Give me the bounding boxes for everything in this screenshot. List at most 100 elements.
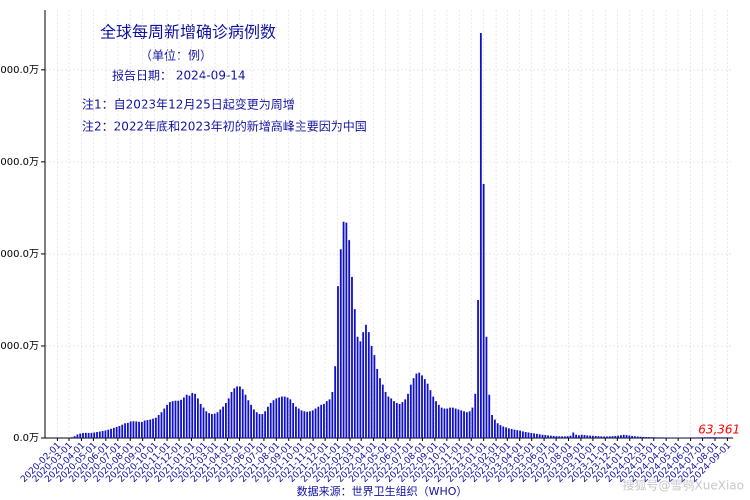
bar — [180, 399, 182, 438]
bar — [73, 436, 76, 438]
bar — [300, 410, 303, 438]
bar — [454, 408, 457, 438]
y-tick-label: 4000.0万 — [0, 65, 39, 76]
bar — [561, 436, 564, 438]
bar — [365, 324, 367, 438]
bar — [149, 419, 152, 438]
bar — [264, 411, 267, 438]
x-axis-title: 数据来源：世界卫生组织（WHO） — [297, 484, 468, 498]
bar — [384, 391, 387, 438]
value-label: 63,361 — [698, 423, 740, 437]
bar — [278, 397, 281, 438]
bar — [267, 406, 269, 438]
bar — [594, 435, 597, 438]
bar — [589, 435, 592, 438]
bar — [289, 399, 292, 438]
bar — [451, 407, 454, 438]
bar — [339, 249, 342, 438]
bar — [440, 407, 443, 438]
bar — [471, 407, 474, 438]
watermark: 搜狐号@雪鸮XueXiao — [623, 478, 744, 493]
bar — [552, 435, 555, 438]
bar — [112, 427, 115, 438]
bar — [261, 414, 264, 438]
bar — [255, 412, 258, 438]
bar — [325, 401, 328, 438]
bar — [527, 432, 530, 438]
bar — [460, 410, 463, 438]
bar — [701, 437, 704, 438]
bar — [163, 408, 166, 438]
bar — [479, 33, 482, 439]
bar — [101, 431, 104, 438]
bar — [407, 393, 409, 438]
bar — [687, 437, 690, 438]
bar — [493, 419, 496, 438]
bar — [250, 404, 253, 438]
bar — [236, 386, 239, 438]
bar — [611, 436, 614, 438]
bar — [636, 436, 639, 438]
bar — [196, 398, 199, 438]
bar — [499, 425, 502, 438]
bar — [429, 390, 432, 438]
bar — [549, 435, 552, 438]
bar — [659, 437, 662, 438]
bar — [70, 437, 73, 438]
y-tick-label: 0.0万 — [13, 433, 39, 444]
bar — [477, 299, 479, 438]
bar — [208, 413, 210, 438]
bar — [309, 411, 311, 438]
bar — [726, 437, 729, 438]
bar — [311, 410, 314, 438]
bar — [418, 372, 421, 438]
bar — [463, 411, 465, 438]
bar — [704, 437, 706, 438]
bar — [530, 432, 533, 438]
bar — [356, 336, 359, 438]
bar — [230, 391, 233, 438]
bar — [519, 430, 521, 438]
bar — [143, 420, 146, 438]
bar — [286, 397, 289, 438]
bar — [317, 406, 320, 438]
bar — [468, 411, 471, 438]
bar — [432, 396, 435, 438]
bar — [157, 414, 160, 438]
bar — [650, 437, 653, 438]
bar — [617, 435, 620, 438]
bar — [107, 429, 110, 438]
bar — [132, 421, 135, 438]
bar — [622, 434, 625, 438]
bar — [482, 183, 485, 438]
bar — [628, 435, 631, 438]
bar — [334, 366, 337, 438]
bar — [491, 414, 493, 438]
bar — [146, 420, 149, 438]
bar — [328, 399, 331, 438]
bar — [222, 406, 225, 438]
bar — [510, 428, 513, 438]
bar — [373, 355, 376, 438]
bar — [575, 434, 578, 438]
bar — [521, 431, 524, 438]
bar — [351, 276, 353, 438]
bar — [639, 436, 642, 438]
bar — [96, 432, 98, 438]
bar — [199, 403, 202, 438]
bar — [446, 408, 449, 438]
bar — [98, 431, 101, 438]
bar — [653, 437, 656, 438]
bar — [600, 436, 603, 438]
bar — [620, 435, 622, 438]
bar — [82, 432, 84, 438]
bar — [516, 430, 519, 438]
bar — [535, 433, 538, 438]
bar — [395, 403, 398, 438]
bar — [393, 401, 395, 438]
bar — [608, 436, 611, 438]
bar — [544, 435, 547, 438]
bar — [625, 435, 628, 438]
bar — [443, 408, 446, 438]
